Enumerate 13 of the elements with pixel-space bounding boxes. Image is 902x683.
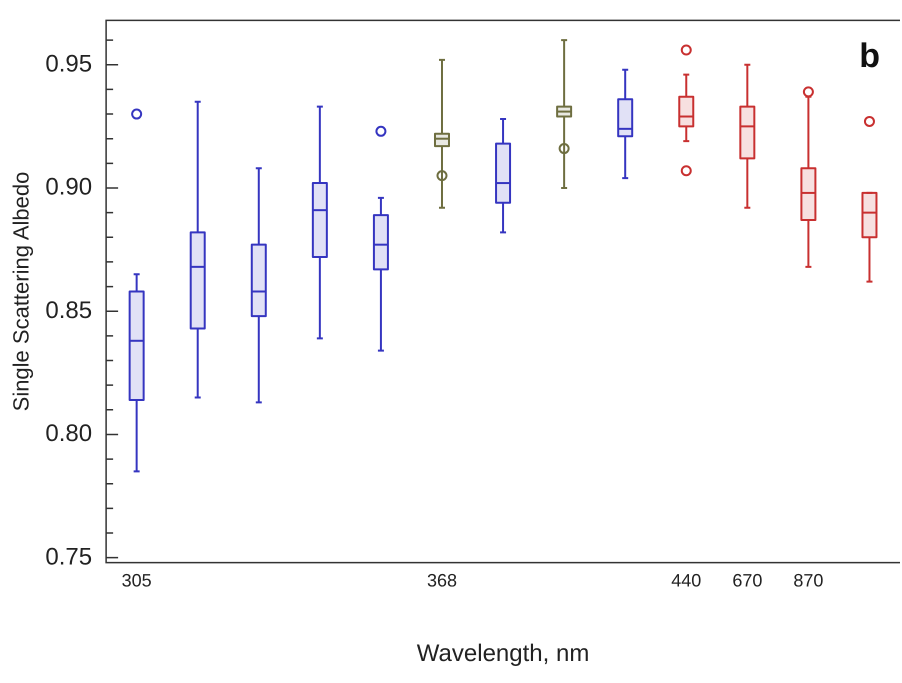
y-tick-label: 0.80 [45,420,92,448]
y-tick-label: 0.75 [45,543,92,570]
y-tick-label: 0.90 [45,174,92,201]
y-axis-title: Single Scattering Albedo [8,172,34,412]
annotation: b [859,36,880,75]
x-tick-label: 870 [793,570,824,590]
y-tick-label: 0.85 [45,296,92,324]
x-tick-label: 368 [426,570,458,590]
x-tick-label: 305 [122,570,152,590]
x-tick-label: 440 [671,570,702,590]
y-tick-label: 0.95 [45,50,92,78]
x-axis-title: Wavelength, nm [416,640,590,668]
x-tick-label: 670 [732,570,762,590]
